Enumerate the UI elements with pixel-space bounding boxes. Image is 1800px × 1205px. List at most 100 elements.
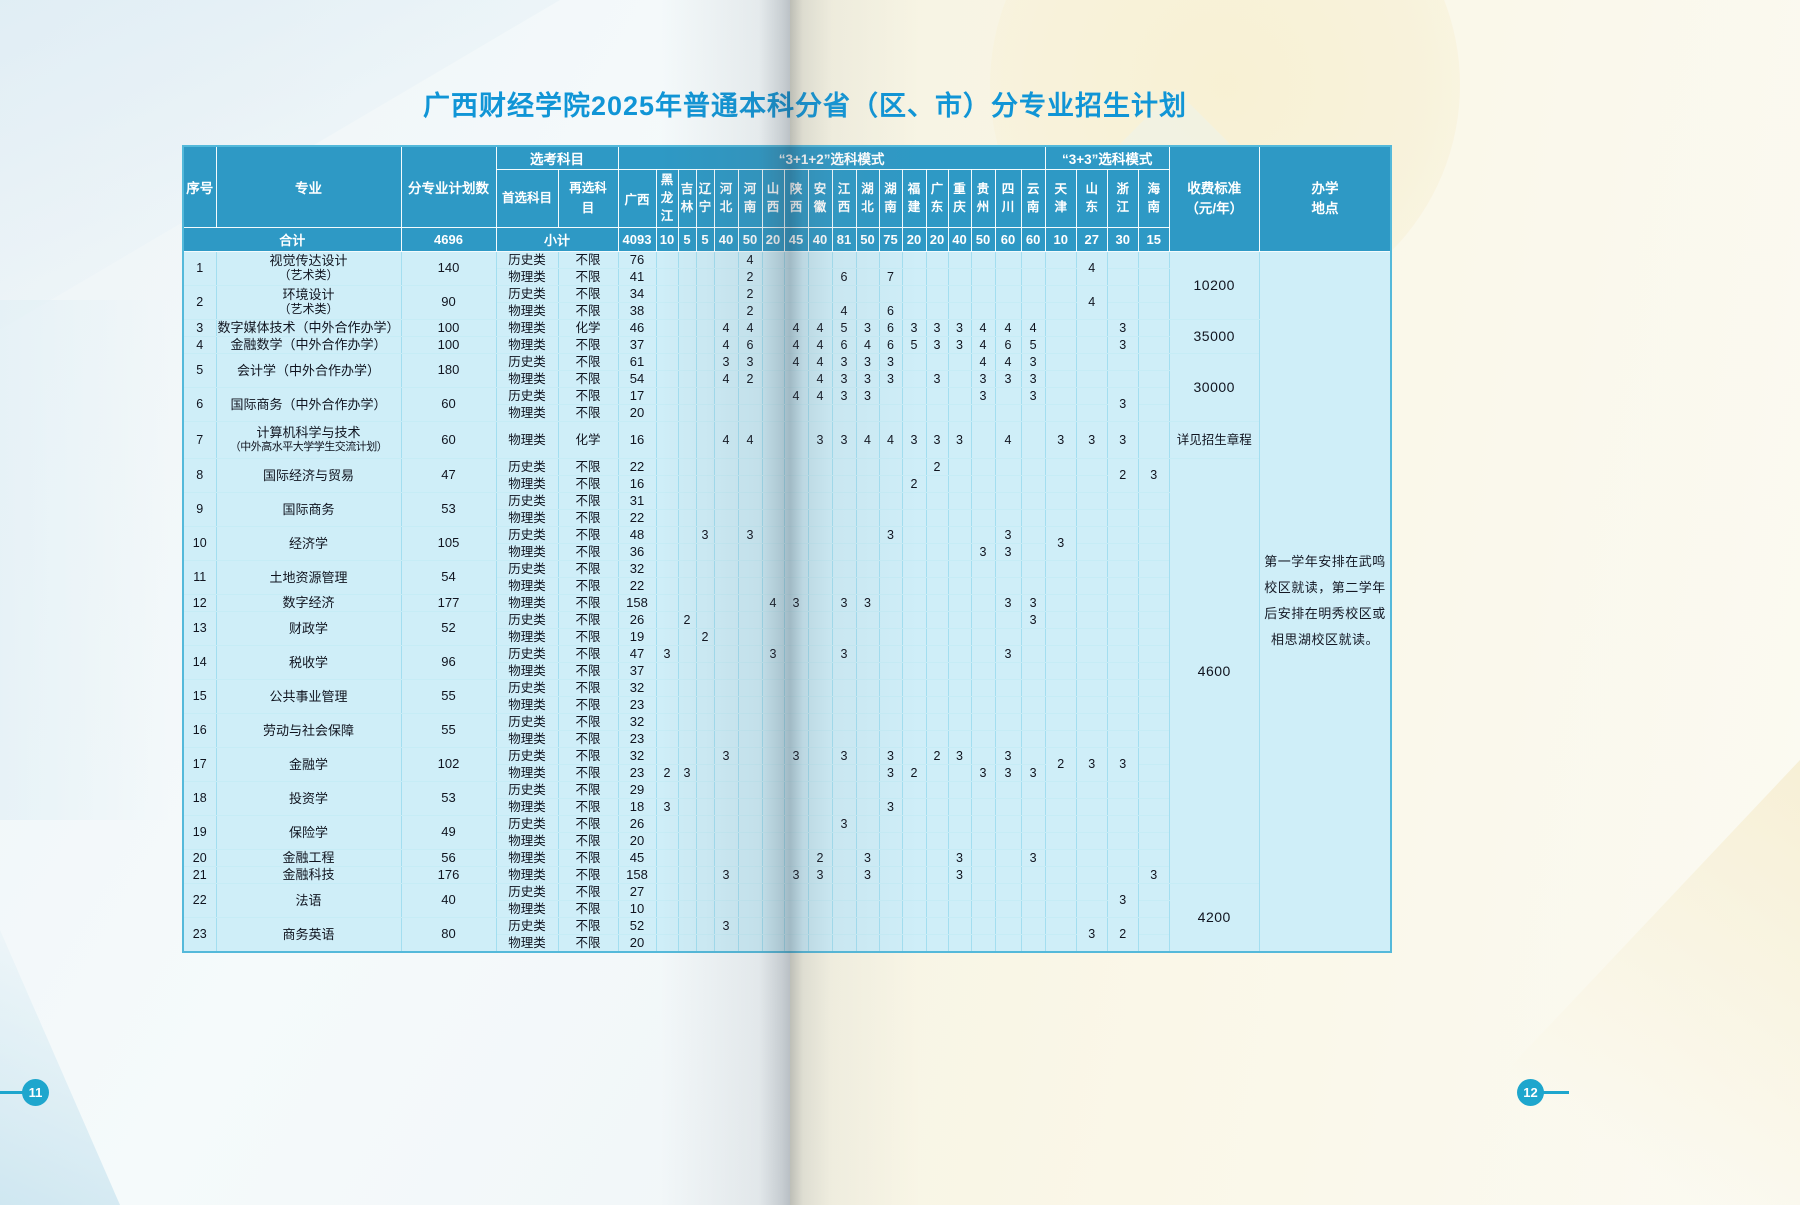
- province-value-7: [807, 627, 833, 646]
- major-row-17: 17 金融学 102 历史类 不限 32 3 3 3 3 2 3 3 2 3 3: [182, 746, 1391, 782]
- guangxi-value: 10: [617, 899, 657, 918]
- province-value-7: [807, 301, 833, 320]
- province-value-20: [1137, 318, 1170, 337]
- major-name-line1: 金融数学（中外合作办学）: [230, 337, 387, 352]
- province-value-6: [783, 644, 809, 663]
- province-value-18: [1075, 559, 1108, 578]
- province-value-12: [925, 661, 949, 680]
- first-subject-cell: 物理类: [495, 318, 559, 337]
- province-value-0: [655, 933, 679, 952]
- province-header-7: 安 徽: [807, 168, 833, 228]
- province-value-15: 4: [994, 318, 1022, 337]
- province-value-9: [855, 284, 880, 303]
- major-plan: 60: [400, 420, 497, 459]
- province-value-6: [783, 559, 809, 578]
- province-value-9: [855, 474, 880, 493]
- province-value-3: [713, 899, 739, 918]
- province-value-19: [1106, 695, 1139, 714]
- province-value-6: [783, 933, 809, 952]
- province-header-19: 浙 江: [1106, 168, 1139, 228]
- province-header-8: 江 西: [831, 168, 857, 228]
- province-value-13: 3: [947, 318, 972, 337]
- province-value-4: [737, 593, 763, 612]
- province-value-3: [713, 542, 739, 561]
- province-value-13: [947, 627, 972, 646]
- province-value-11: 2: [901, 763, 927, 782]
- province-value-1: [677, 644, 697, 663]
- province-value-9: [855, 508, 880, 527]
- guangxi-value: 17: [617, 386, 657, 405]
- re-subject-cell: 不限: [557, 814, 619, 833]
- province-value-12: [925, 301, 949, 320]
- province-value-3: [713, 525, 739, 544]
- province-value-11: [901, 610, 927, 629]
- fee-cell: 详见招生章程: [1168, 420, 1260, 459]
- province-value-0: [655, 559, 679, 578]
- province-value-13: [947, 474, 972, 493]
- guangxi-value: 36: [617, 542, 657, 561]
- total-province-1: 5: [677, 226, 697, 252]
- re-subject-cell: 不限: [557, 576, 619, 595]
- province-value-16: [1020, 250, 1046, 269]
- province-value-8: 6: [831, 267, 857, 286]
- province-value-15: [994, 865, 1022, 884]
- province-value-1: [677, 525, 697, 544]
- province-value-1: [677, 301, 697, 320]
- province-value-0: [655, 386, 679, 405]
- province-value-18: [1075, 831, 1108, 850]
- province-value-16: 3: [1020, 593, 1046, 612]
- province-value-20: [1137, 420, 1170, 459]
- province-value-18: [1075, 593, 1108, 612]
- province-value-14: [970, 576, 996, 595]
- total-guangxi: 4093: [617, 226, 657, 252]
- province-value-7: 2: [807, 848, 833, 867]
- major-plan: 53: [400, 780, 497, 816]
- province-value-1: [677, 403, 697, 422]
- major-name: 土地资源管理: [215, 559, 402, 595]
- province-value-19: [1106, 627, 1139, 646]
- guangxi-value: 23: [617, 729, 657, 748]
- province-value-9: [855, 661, 880, 680]
- province-value-3: [713, 933, 739, 952]
- province-value-7: [807, 780, 833, 799]
- province-value-9: [855, 882, 880, 901]
- first-subject-cell: 历史类: [495, 814, 559, 833]
- province-value-8: [831, 576, 857, 595]
- guangxi-value: 48: [617, 525, 657, 544]
- province-value-4: 4: [737, 420, 763, 459]
- province-value-2: [695, 593, 715, 612]
- province-value-11: [901, 403, 927, 422]
- province-value-18: [1075, 797, 1108, 816]
- province-value-15: [994, 933, 1022, 952]
- total-province-15: 60: [994, 226, 1022, 252]
- province-value-3: 3: [713, 865, 739, 884]
- province-value-16: [1020, 865, 1046, 884]
- province-value-0: [655, 780, 679, 799]
- province-value-11: [901, 797, 927, 816]
- province-value-16: 3: [1020, 369, 1046, 388]
- province-value-9: [855, 780, 880, 799]
- province-value-10: [878, 508, 903, 527]
- province-value-17: [1044, 576, 1077, 595]
- province-value-20: [1137, 610, 1170, 629]
- province-value-2: [695, 474, 715, 493]
- province-value-17: [1044, 916, 1077, 935]
- province-value-9: [855, 916, 880, 935]
- province-value-19: [1106, 678, 1139, 697]
- province-value-5: [761, 933, 785, 952]
- province-value-4: [737, 695, 763, 714]
- total-province-8: 81: [831, 226, 857, 252]
- province-value-2: [695, 250, 715, 269]
- province-value-10: 4: [878, 420, 903, 459]
- first-subject-cell: 物理类: [495, 474, 559, 493]
- province-value-19: 3: [1106, 420, 1139, 459]
- province-value-15: 3: [994, 525, 1022, 544]
- province-value-4: [737, 610, 763, 629]
- province-value-15: [994, 386, 1022, 405]
- province-value-18: [1075, 899, 1108, 918]
- province-value-11: [901, 627, 927, 646]
- province-value-5: [761, 661, 785, 680]
- major-row-9: 物理类 不限 22: [183, 508, 1391, 527]
- province-value-9: [855, 933, 880, 952]
- major-name-line1: 计算机科学与技术: [256, 424, 361, 440]
